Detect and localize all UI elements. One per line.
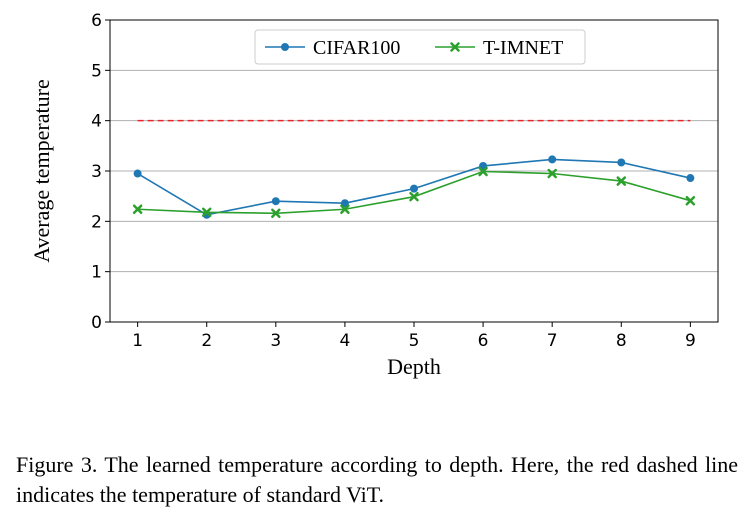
data-point	[478, 166, 488, 177]
x-tick-label: 2	[201, 331, 212, 351]
y-tick-label: 0	[91, 313, 102, 333]
x-tick-label: 7	[547, 331, 558, 351]
data-point	[548, 155, 557, 164]
legend-box	[254, 29, 586, 65]
legend-entry: T-IMNET	[435, 37, 563, 59]
data-point	[616, 176, 627, 186]
y-tick-label: 1	[91, 263, 102, 283]
data-point	[271, 197, 280, 206]
x-tick-label: 1	[132, 331, 143, 351]
gridlines	[110, 19, 718, 323]
line-chart: 0 1 2 3 4 5 6 1 2 3 4 5 6 7 8 9 Depth Average temperat…	[29, 11, 719, 379]
data-point	[340, 199, 349, 208]
y-tick-label: 4	[91, 112, 102, 132]
x-axis-ticks: 1 2 3 4 5 6 7 8 9	[132, 322, 696, 351]
legend-label: T-IMNET	[483, 37, 563, 59]
data-point	[450, 42, 460, 52]
y-tick-label: 3	[91, 162, 102, 182]
data-point	[133, 169, 142, 178]
data-point	[271, 208, 281, 219]
y-axis-ticks: 0 1 2 3 4 5 6	[91, 11, 110, 333]
data-point	[686, 174, 695, 183]
y-tick-label: 6	[91, 11, 102, 31]
data-point	[547, 168, 557, 179]
y-tick-label: 5	[91, 61, 102, 81]
series-group	[132, 155, 696, 219]
data-point	[340, 204, 350, 215]
x-tick-label: 3	[270, 331, 281, 351]
legend-entry: CIFAR100	[265, 37, 400, 59]
figure-caption: Figure 3. The learned temperature accord…	[16, 452, 738, 507]
series-cifar100	[133, 155, 695, 219]
x-tick-label: 4	[339, 331, 350, 351]
data-point	[685, 195, 696, 206]
series-t-imnet	[132, 166, 696, 219]
x-axis-label: Depth	[387, 354, 441, 379]
data-point	[132, 204, 143, 215]
x-tick-label: 9	[685, 331, 696, 351]
data-point	[201, 207, 212, 218]
legend: CIFAR100 T-IMNET	[254, 29, 586, 65]
legend-label: CIFAR100	[313, 37, 400, 59]
data-point	[617, 158, 626, 167]
x-tick-label: 5	[409, 331, 420, 351]
x-tick-label: 8	[616, 331, 627, 351]
data-point	[409, 191, 419, 202]
x-tick-label: 6	[478, 331, 489, 351]
data-point	[410, 184, 418, 193]
y-tick-label: 2	[91, 212, 102, 232]
data-point	[281, 43, 289, 51]
y-axis-label: Average temperature	[29, 79, 54, 262]
